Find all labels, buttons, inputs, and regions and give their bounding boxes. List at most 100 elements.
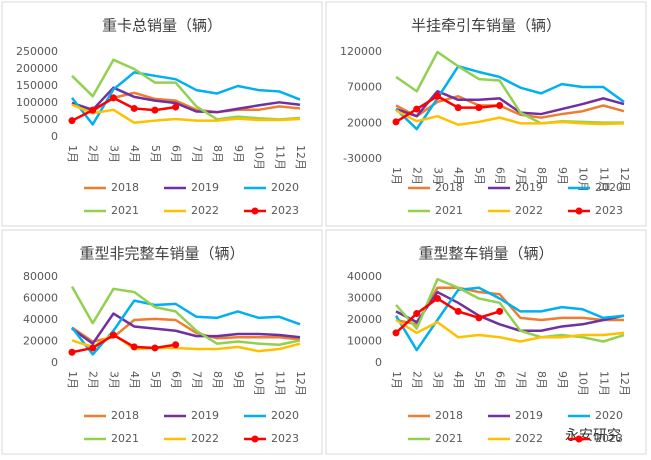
series-line xyxy=(71,71,301,126)
legend-label: 2019 xyxy=(191,181,219,194)
legend-label: 2020 xyxy=(595,181,623,194)
point xyxy=(413,310,421,318)
x-tick-label: 3月 xyxy=(107,145,120,163)
point xyxy=(151,106,159,114)
x-tick-label: 2月 xyxy=(87,371,100,389)
legend-label: 2018 xyxy=(435,409,463,422)
legend-label: 2023 xyxy=(271,204,299,217)
series-line xyxy=(395,297,501,334)
legend-label: 2022 xyxy=(191,432,219,445)
legend-marker xyxy=(575,207,583,215)
x-tick-label: 9月 xyxy=(232,145,245,163)
series-line xyxy=(395,65,625,131)
x-tick-label: 4月 xyxy=(452,371,465,389)
series-line xyxy=(71,312,301,345)
point xyxy=(392,118,400,126)
legend-marker xyxy=(251,207,259,215)
legend-marker xyxy=(575,435,583,443)
x-tick-label: 11月 xyxy=(273,371,286,396)
legend-label: 2020 xyxy=(595,409,623,422)
x-tick-label: 4月 xyxy=(128,145,141,163)
legend-label: 2023 xyxy=(271,432,299,445)
y-tick-label: -30000 xyxy=(343,152,382,165)
y-tick-label: 250000 xyxy=(16,45,58,58)
legend-label: 2021 xyxy=(435,432,463,445)
point xyxy=(433,92,441,100)
point xyxy=(130,343,138,351)
point xyxy=(496,102,504,109)
series-line xyxy=(71,86,301,114)
legend-label: 2021 xyxy=(111,432,139,445)
x-tick-label: 7月 xyxy=(190,371,203,389)
legend-label: 2020 xyxy=(271,409,299,422)
x-tick-label: 7月 xyxy=(514,167,527,185)
x-tick-label: 5月 xyxy=(473,167,486,185)
x-tick-label: 11月 xyxy=(597,167,610,192)
x-tick-label: 12月 xyxy=(618,167,631,192)
x-tick-label: 8月 xyxy=(535,167,548,185)
point xyxy=(89,344,97,352)
point xyxy=(433,295,441,302)
x-tick-label: 8月 xyxy=(211,145,224,163)
series-line xyxy=(71,103,301,124)
panel-border xyxy=(1,229,323,455)
x-tick-label: 2月 xyxy=(87,145,100,163)
x-tick-label: 1月 xyxy=(66,371,79,389)
x-tick-label: 1月 xyxy=(390,371,403,389)
point xyxy=(89,106,97,114)
x-tick-label: 6月 xyxy=(494,167,507,185)
panel-border xyxy=(1,1,323,227)
x-tick-label: 9月 xyxy=(556,371,569,389)
x-tick-label: 6月 xyxy=(170,145,183,163)
point xyxy=(475,104,483,112)
x-tick-label: 3月 xyxy=(107,371,120,389)
x-tick-label: 10月 xyxy=(577,371,590,396)
point xyxy=(68,348,76,356)
series-line xyxy=(395,290,625,332)
x-tick-label: 6月 xyxy=(170,371,183,389)
series-line xyxy=(395,109,625,127)
point xyxy=(68,117,76,125)
legend-label: 2022 xyxy=(191,204,219,217)
x-tick-label: 4月 xyxy=(128,371,141,389)
x-tick-label: 5月 xyxy=(149,371,162,389)
legend-label: 2021 xyxy=(435,204,463,217)
x-tick-label: 4月 xyxy=(452,167,465,185)
legend-label: 2018 xyxy=(111,181,139,194)
point xyxy=(496,307,504,315)
y-tick-label: 0 xyxy=(51,130,58,143)
y-tick-label: 0 xyxy=(375,356,382,369)
point xyxy=(151,344,159,352)
y-tick-label: 0 xyxy=(51,356,58,369)
chart-title: 重型整车销量（辆） xyxy=(418,245,553,263)
x-tick-label: 10月 xyxy=(253,371,266,396)
chart-title: 半挂牵引车销量（辆） xyxy=(411,17,561,35)
y-tick-label: 10000 xyxy=(347,335,382,348)
point xyxy=(172,341,180,349)
legend-label: 2021 xyxy=(111,204,139,217)
legend-label: 2019 xyxy=(515,181,543,194)
y-tick-label: 20000 xyxy=(23,335,58,348)
y-tick-label: 150000 xyxy=(16,79,58,92)
x-tick-label: 6月 xyxy=(494,371,507,389)
y-tick-label: 20000 xyxy=(347,116,382,129)
x-tick-label: 3月 xyxy=(431,167,444,185)
point xyxy=(454,104,462,112)
x-tick-label: 1月 xyxy=(66,145,79,163)
x-tick-label: 3月 xyxy=(431,371,444,389)
point xyxy=(172,103,180,111)
legend-label: 2019 xyxy=(191,409,219,422)
x-tick-label: 5月 xyxy=(473,371,486,389)
y-tick-label: 120000 xyxy=(340,45,382,58)
y-tick-label: 60000 xyxy=(23,292,58,305)
x-tick-label: 9月 xyxy=(556,167,569,185)
y-tick-label: 80000 xyxy=(23,270,58,283)
point xyxy=(392,329,400,337)
y-tick-label: 70000 xyxy=(347,81,382,94)
x-tick-label: 10月 xyxy=(253,145,266,170)
chart-title: 重卡总销量（辆） xyxy=(102,17,222,35)
y-tick-label: 20000 xyxy=(347,313,382,326)
x-tick-label: 11月 xyxy=(273,145,286,170)
